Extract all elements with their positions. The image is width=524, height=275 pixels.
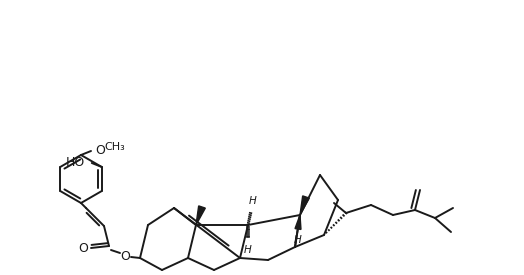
Polygon shape — [300, 196, 309, 215]
Text: O: O — [78, 241, 88, 254]
Text: H: H — [294, 235, 302, 245]
Text: CH₃: CH₃ — [105, 142, 125, 152]
Text: O: O — [120, 249, 130, 263]
Polygon shape — [196, 206, 205, 225]
Text: H: H — [244, 245, 252, 255]
Text: O: O — [95, 144, 105, 156]
Text: H: H — [249, 196, 257, 206]
Polygon shape — [295, 215, 301, 229]
Text: HO: HO — [66, 155, 85, 169]
